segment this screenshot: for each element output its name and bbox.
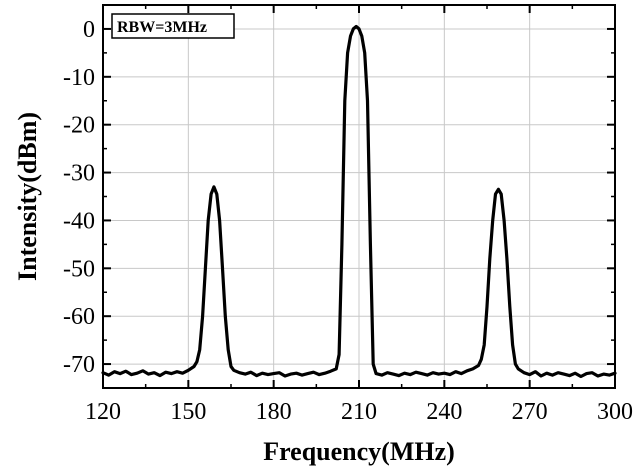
x-tick-label: 240 xyxy=(426,399,462,425)
x-tick-label: 180 xyxy=(256,399,292,425)
x-tick-label: 150 xyxy=(170,399,206,425)
plot-frame xyxy=(102,4,616,389)
y-tick-label: -70 xyxy=(63,352,95,378)
y-tick-labels: 0 -10 -20 -30 -40 -50 -60 -70 xyxy=(63,17,95,378)
series-layer xyxy=(101,24,617,379)
minor-ticks xyxy=(103,5,615,388)
spectrum-line xyxy=(101,24,617,379)
y-tick-label: 0 xyxy=(83,17,95,43)
y-axis-title: Intensity(dBm) xyxy=(13,112,42,281)
x-axis-title: Frequency(MHz) xyxy=(263,437,455,466)
x-tick-label: 270 xyxy=(512,399,548,425)
x-tick-label: 120 xyxy=(85,399,121,425)
legend-frame xyxy=(111,13,235,39)
rbw-annotation: RBW=3MHz xyxy=(117,19,207,36)
y-tick-label: -10 xyxy=(63,65,95,91)
legend-box: RBW=3MHz xyxy=(111,13,235,39)
x-tick-label: 300 xyxy=(597,399,633,425)
y-tick-label: -30 xyxy=(63,161,95,187)
y-tick-label: -40 xyxy=(63,208,95,234)
y-tick-label: -50 xyxy=(63,256,95,282)
y-tick-label: -20 xyxy=(63,113,95,139)
y-tick-label: -60 xyxy=(63,304,95,330)
major-ticks xyxy=(102,5,616,388)
x-tick-labels: 120 150 180 210 240 270 300 xyxy=(85,399,633,425)
x-tick-label: 210 xyxy=(341,399,377,425)
grid xyxy=(102,5,616,388)
